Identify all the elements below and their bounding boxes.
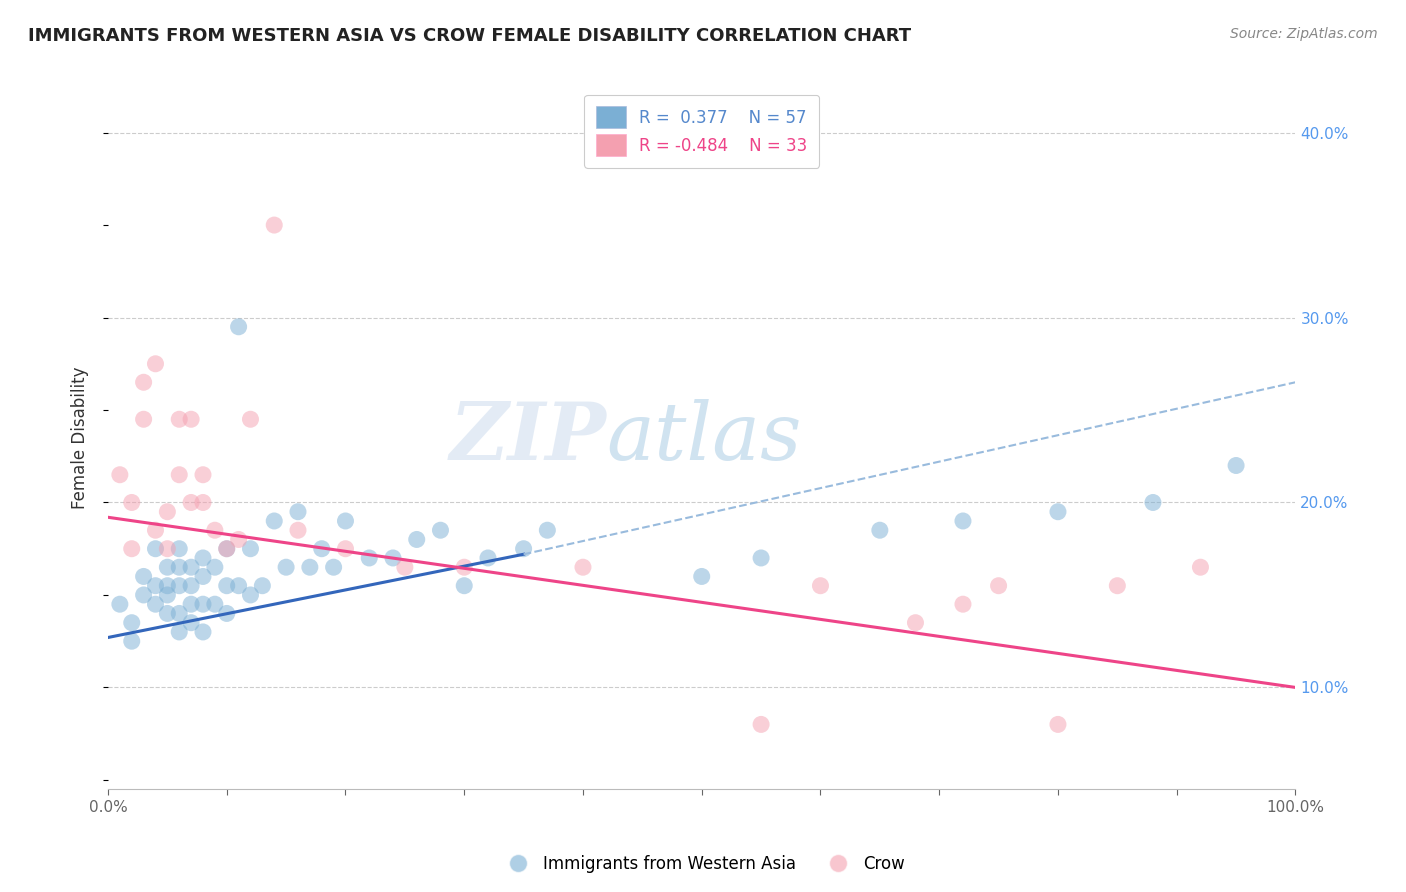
- Point: [1046, 717, 1069, 731]
- Point: [512, 541, 534, 556]
- Point: [298, 560, 321, 574]
- Point: [167, 624, 190, 639]
- Point: [749, 717, 772, 731]
- Point: [191, 467, 214, 482]
- Point: [215, 541, 238, 556]
- Point: [1225, 458, 1247, 473]
- Point: [394, 560, 416, 574]
- Point: [252, 579, 274, 593]
- Point: [132, 569, 155, 583]
- Point: [690, 569, 713, 583]
- Text: atlas: atlas: [607, 399, 801, 476]
- Point: [405, 533, 427, 547]
- Point: [215, 607, 238, 621]
- Point: [987, 579, 1010, 593]
- Point: [429, 523, 451, 537]
- Point: [132, 588, 155, 602]
- Point: [215, 579, 238, 593]
- Text: IMMIGRANTS FROM WESTERN ASIA VS CROW FEMALE DISABILITY CORRELATION CHART: IMMIGRANTS FROM WESTERN ASIA VS CROW FEM…: [28, 27, 911, 45]
- Point: [180, 412, 202, 426]
- Point: [952, 514, 974, 528]
- Point: [180, 579, 202, 593]
- Point: [180, 597, 202, 611]
- Point: [228, 319, 250, 334]
- Point: [335, 541, 357, 556]
- Point: [274, 560, 297, 574]
- Point: [180, 495, 202, 509]
- Point: [156, 588, 179, 602]
- Point: [204, 560, 226, 574]
- Point: [156, 607, 179, 621]
- Point: [1189, 560, 1212, 574]
- Point: [191, 569, 214, 583]
- Point: [167, 412, 190, 426]
- Point: [335, 514, 357, 528]
- Point: [191, 495, 214, 509]
- Point: [145, 579, 167, 593]
- Point: [108, 467, 131, 482]
- Point: [1142, 495, 1164, 509]
- Point: [204, 523, 226, 537]
- Point: [239, 541, 262, 556]
- Point: [453, 579, 475, 593]
- Point: [167, 467, 190, 482]
- Point: [239, 588, 262, 602]
- Point: [132, 412, 155, 426]
- Point: [536, 523, 558, 537]
- Text: Source: ZipAtlas.com: Source: ZipAtlas.com: [1230, 27, 1378, 41]
- Point: [1107, 579, 1129, 593]
- Point: [167, 560, 190, 574]
- Point: [810, 579, 832, 593]
- Point: [263, 514, 285, 528]
- Point: [204, 597, 226, 611]
- Text: ZIP: ZIP: [450, 399, 607, 476]
- Point: [156, 560, 179, 574]
- Point: [191, 624, 214, 639]
- Point: [191, 597, 214, 611]
- Point: [156, 579, 179, 593]
- Point: [382, 551, 405, 566]
- Point: [121, 634, 143, 648]
- Point: [228, 579, 250, 593]
- Point: [145, 523, 167, 537]
- Point: [572, 560, 595, 574]
- Point: [145, 357, 167, 371]
- Point: [239, 412, 262, 426]
- Point: [180, 560, 202, 574]
- Y-axis label: Female Disability: Female Disability: [72, 367, 89, 509]
- Point: [132, 376, 155, 390]
- Point: [311, 541, 333, 556]
- Point: [156, 505, 179, 519]
- Point: [191, 551, 214, 566]
- Point: [145, 597, 167, 611]
- Point: [121, 495, 143, 509]
- Point: [453, 560, 475, 574]
- Point: [477, 551, 499, 566]
- Point: [228, 533, 250, 547]
- Legend: R =  0.377    N = 57, R = -0.484    N = 33: R = 0.377 N = 57, R = -0.484 N = 33: [585, 95, 820, 168]
- Point: [869, 523, 891, 537]
- Point: [359, 551, 381, 566]
- Point: [180, 615, 202, 630]
- Point: [156, 541, 179, 556]
- Point: [215, 541, 238, 556]
- Point: [287, 505, 309, 519]
- Point: [167, 579, 190, 593]
- Point: [263, 218, 285, 232]
- Point: [952, 597, 974, 611]
- Point: [108, 597, 131, 611]
- Point: [167, 607, 190, 621]
- Point: [145, 541, 167, 556]
- Point: [287, 523, 309, 537]
- Point: [1046, 505, 1069, 519]
- Point: [322, 560, 344, 574]
- Point: [121, 615, 143, 630]
- Point: [121, 541, 143, 556]
- Legend: Immigrants from Western Asia, Crow: Immigrants from Western Asia, Crow: [495, 848, 911, 880]
- Point: [749, 551, 772, 566]
- Point: [904, 615, 927, 630]
- Point: [167, 541, 190, 556]
